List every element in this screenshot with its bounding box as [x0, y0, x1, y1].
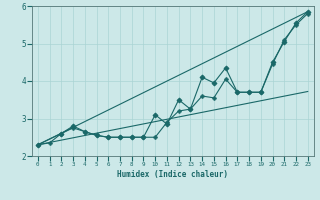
- X-axis label: Humidex (Indice chaleur): Humidex (Indice chaleur): [117, 170, 228, 179]
